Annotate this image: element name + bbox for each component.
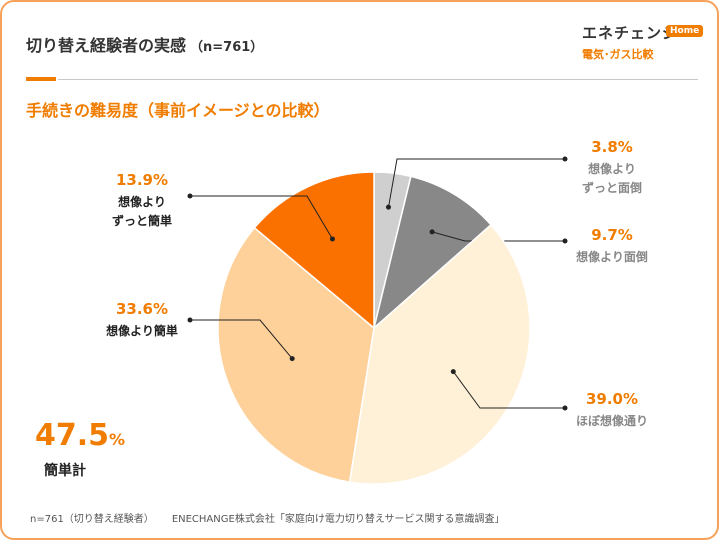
pie-slice-2 (348, 223, 531, 485)
leader-line-4 (190, 195, 333, 240)
summary-number: 47.5 (35, 418, 110, 453)
slice-percent-label-3: 33.6% (116, 300, 168, 318)
leader-line-2 (452, 371, 565, 409)
chart-subtitle: 手続きの難易度（事前イメージとの比較） (26, 101, 330, 120)
footnote-sample: n=761（切り替え経験者） (30, 514, 154, 525)
footnote-source: ENECHANGE株式会社「家庭向け電力切り替えサービス関する意識調査」 (171, 514, 505, 525)
summary-unit: % (109, 430, 126, 449)
logo-tagline: 電気･ガス比較 (582, 48, 654, 61)
leader-line-1 (431, 231, 565, 242)
logo-home-badge: Home (666, 25, 704, 37)
slice-category-label-0-0: 想像より (587, 161, 636, 176)
leader-dot-3-1 (187, 317, 193, 323)
slice-category-label-0-1: ずっと面倒 (582, 180, 642, 195)
leader-dot-3-0 (289, 356, 295, 362)
title-text: 切り替え経験者の実感 (26, 36, 187, 55)
slice-category-label-4-1: ずっと簡単 (112, 213, 172, 228)
logo-wordmark: エネチェンジ (582, 24, 679, 42)
slice-category-label-4-0: 想像より (117, 194, 166, 209)
slice-category-label-3-0: 想像より簡単 (105, 323, 178, 338)
pie-slice-4 (253, 171, 375, 330)
leader-dot-2-1 (562, 405, 568, 411)
footnote: n=761（切り替え経験者） ENECHANGE株式会社「家庭向け電力切り替えサー… (30, 510, 505, 525)
brand-logo[interactable]: エネチェンジ Home 電気･ガス比較 (582, 22, 704, 66)
divider-accent (26, 77, 56, 81)
divider-line (58, 79, 698, 80)
summary-label: 簡単計 (44, 463, 86, 479)
leader-line-3 (190, 319, 293, 359)
title-sample-size: （n=761） (190, 40, 264, 55)
slice-category-label-1-0: 想像より面倒 (575, 249, 648, 264)
slice-percent-label-2: 39.0% (586, 390, 638, 408)
leader-dot-1-0 (429, 229, 435, 235)
slice-category-label-2-0: ほぼ想像通り (576, 413, 648, 428)
slice-percent-label-1: 9.7% (591, 226, 633, 244)
pie-slice-1 (372, 175, 493, 331)
summary-percentage: 47.5% (35, 418, 125, 453)
leader-dot-1-1 (562, 238, 568, 244)
leader-dot-4-0 (329, 236, 335, 242)
leader-dot-0-1 (562, 156, 568, 162)
slice-percent-label-0: 3.8% (591, 138, 633, 156)
leader-dot-0-0 (385, 204, 391, 210)
pie-slice-3 (217, 226, 375, 483)
slice-percent-label-4: 13.9% (116, 171, 168, 189)
leader-dot-2-0 (450, 369, 456, 375)
leader-dot-4-1 (187, 193, 193, 199)
leader-line-0 (388, 158, 565, 208)
page-title: 切り替え経験者の実感 （n=761） (26, 32, 263, 56)
